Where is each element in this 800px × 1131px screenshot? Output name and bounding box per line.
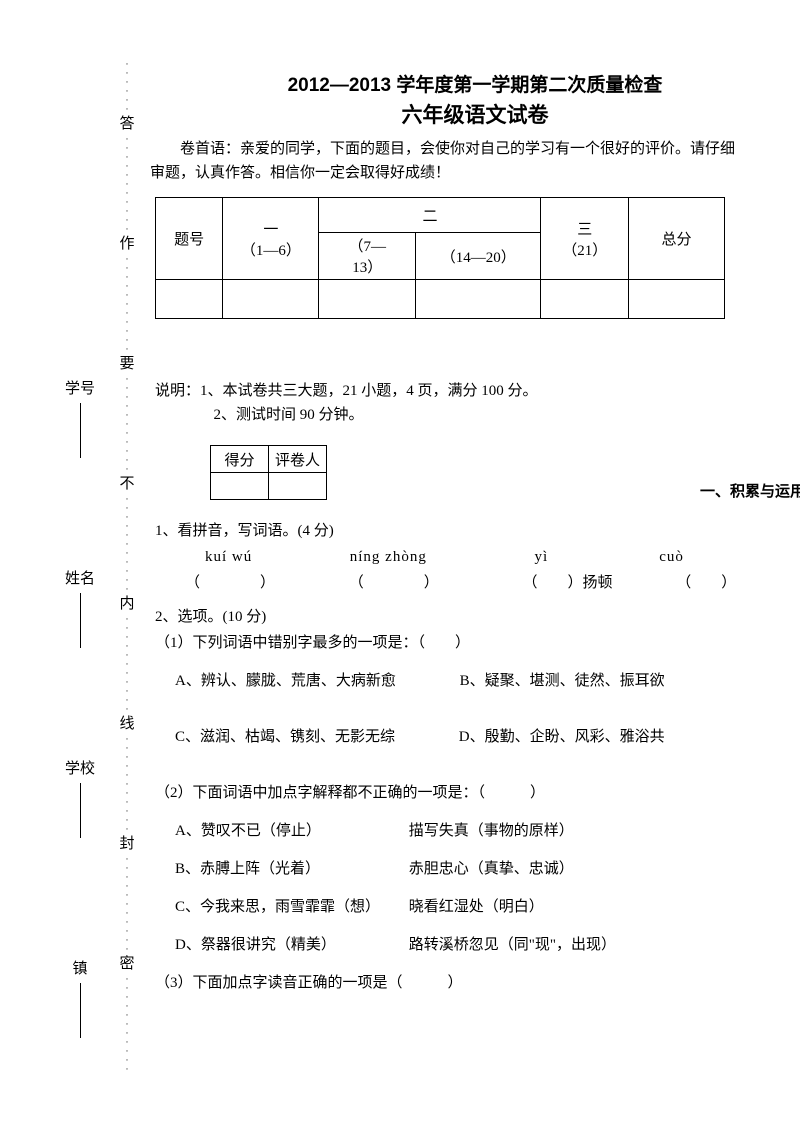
score-summary-table: 题号 一（1—6） 二 三（21） 总分 （7—13） （14—20） (155, 197, 725, 319)
field-town: 镇 (60, 960, 100, 978)
q2-3: （3）下面加点字读音正确的一项是（ ） (155, 970, 795, 996)
th-three: 三（21） (541, 198, 629, 280)
th-tihao: 题号 (156, 198, 223, 280)
field-name: 姓名 (60, 570, 100, 588)
th-defen: 得分 (211, 446, 269, 473)
th-one: 一（1—6） (223, 198, 319, 280)
q2-2-rowB: B、赤膊上阵（光着） 赤胆忠心（真挚、忠诚） (175, 856, 795, 882)
q2-2-rowD: D、祭器很讲究（精美） 路转溪桥忽见（同"现"，出现） (175, 932, 795, 958)
score-cell (541, 280, 629, 319)
th-two-a: （7—13） (319, 233, 416, 280)
seal-char: 封 (118, 837, 136, 852)
q2-1: （1）下列词语中错别字最多的一项是：（ ） (155, 630, 795, 656)
instruction-line1: 说明：1、本试卷共三大题，21 小题，4 页，满分 100 分。 (155, 379, 800, 403)
student-info-fields: 镇 学校 姓名 学号 (60, 60, 100, 1080)
th-pingjuan: 评卷人 (269, 446, 327, 473)
score-cell (319, 280, 416, 319)
q2-title: 2、选项。(10 分) (155, 604, 795, 630)
seal-line-column: · · · · · · 答· · · · · · · · · · · 作· · … (118, 60, 136, 1080)
score-cell (223, 280, 319, 319)
q1-pinyin-row: kuí wú níng zhòng yì cuò (205, 544, 795, 570)
grader-table: 得分 评卷人 (210, 445, 327, 500)
q2-1-row1: A、辨认、朦胧、荒唐、大病新愈 B、疑聚、堪测、徒然、振耳欲 (175, 668, 795, 694)
q2-2-rowC: C、今我来思，雨雪霏霏（想） 晓看红湿处（明白） (175, 894, 795, 920)
defen-cell (211, 473, 269, 500)
score-cell (416, 280, 541, 319)
section1-title: 一、积累与运用 (700, 480, 800, 501)
q2-1-row2: C、滋润、枯竭、镌刻、无影无综 D、殷勤、企盼、风彩、雅浴共 (175, 724, 795, 750)
intro-text: 卷首语：亲爱的同学，下面的题目，会使你对自己的学习有一个很好的评价。请仔细审题，… (150, 137, 740, 185)
score-cell (156, 280, 223, 319)
questions-content: 1、看拼音，写词语。(4 分) kuí wú níng zhòng yì cuò… (155, 518, 795, 996)
instruction-line2: 2、测试时间 90 分钟。 (155, 403, 800, 427)
seal-char: 密 (118, 957, 136, 972)
instructions-block: 说明：1、本试卷共三大题，21 小题，4 页，满分 100 分。 2、测试时间 … (155, 379, 800, 427)
seal-char: 答 (118, 117, 136, 132)
seal-char: 作 (118, 237, 136, 252)
seal-char: 内 (118, 597, 136, 612)
th-two-b: （14—20） (416, 233, 541, 280)
seal-char: 要 (118, 357, 136, 372)
th-two: 二 (319, 198, 541, 233)
binding-sidebar: 镇 学校 姓名 学号 · · · · · · 答· · · · · · · · … (60, 60, 140, 1080)
pingjuan-cell (269, 473, 327, 500)
score-cell (629, 280, 725, 319)
page-content: 2012—2013 学年度第一学期第二次质量检查 六年级语文试卷 卷首语：亲爱的… (150, 60, 800, 996)
th-total: 总分 (629, 198, 725, 280)
field-school: 学校 (60, 760, 100, 778)
exam-title-line2: 六年级语文试卷 (150, 99, 800, 129)
field-student-id: 学号 (60, 380, 100, 398)
q2-2: （2）下面词语中加点字解释都不正确的一项是：（ ） (155, 780, 795, 806)
exam-title-line1: 2012—2013 学年度第一学期第二次质量检查 (150, 70, 800, 97)
seal-char: 不 (118, 477, 136, 492)
seal-char: 线 (118, 717, 136, 732)
q2-2-rowA: A、赞叹不已（停止） 描写失真（事物的原样） (175, 818, 795, 844)
q1-title: 1、看拼音，写词语。(4 分) (155, 518, 795, 544)
q1-blanks-row: （ ） （ ） （ ）扬顿 （ ） (185, 570, 795, 596)
